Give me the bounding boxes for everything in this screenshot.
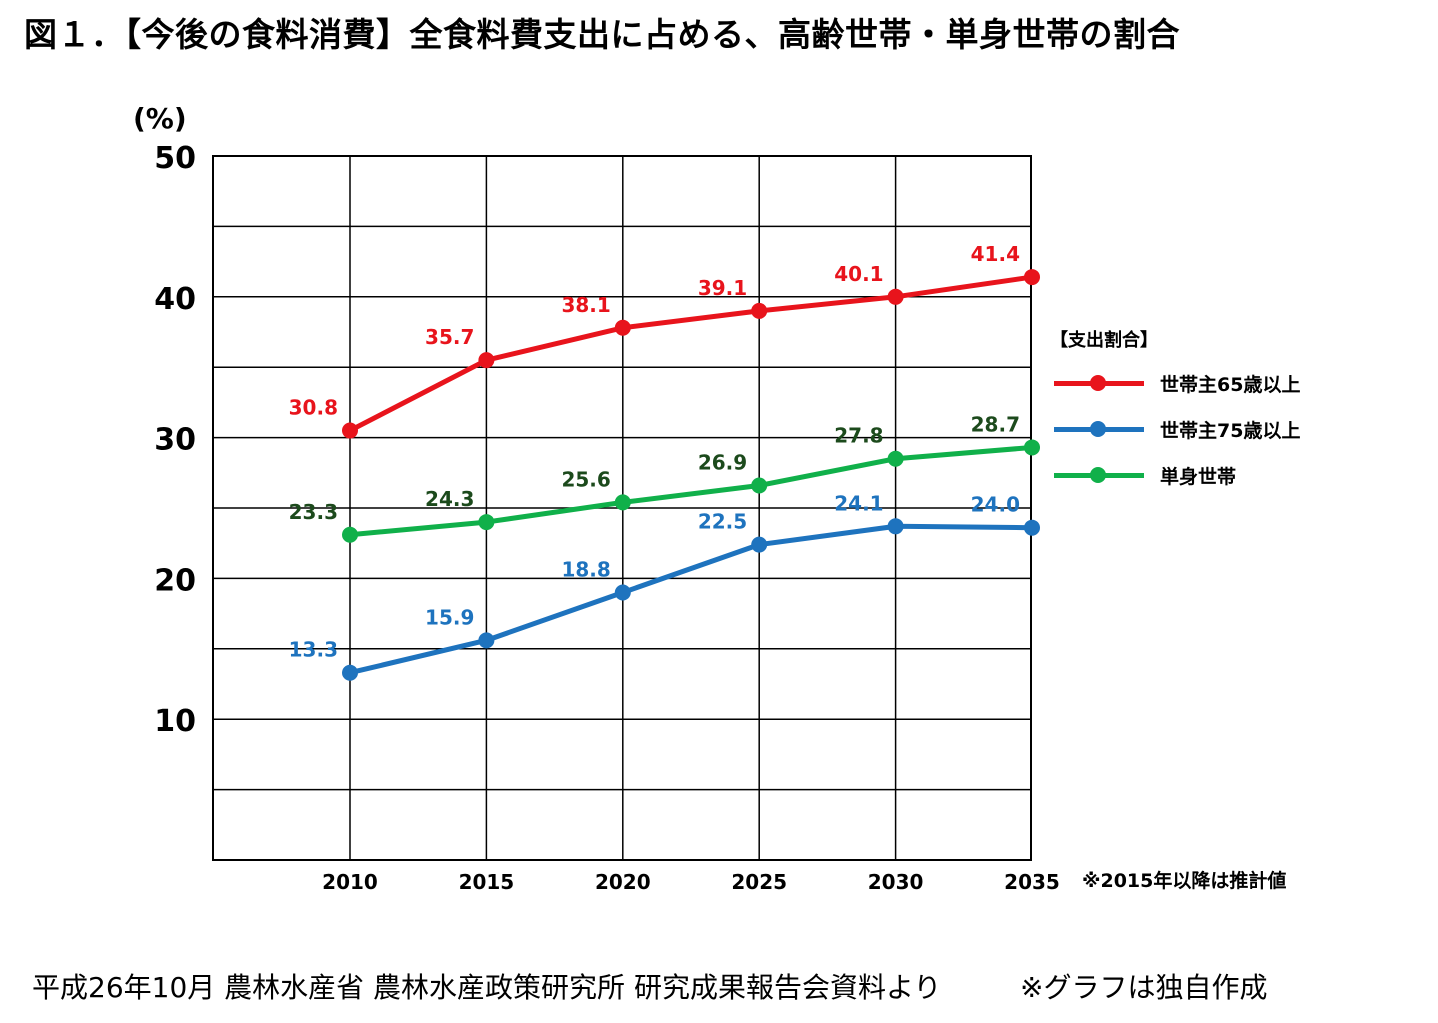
data-label: 38.1	[561, 293, 610, 317]
x-tick-label: 2035	[1004, 870, 1060, 894]
data-label: 35.7	[425, 325, 474, 349]
legend-swatch	[1054, 373, 1144, 393]
legend-swatch	[1054, 465, 1144, 485]
data-point	[1024, 439, 1040, 456]
data-point	[478, 632, 495, 649]
data-point	[887, 518, 904, 535]
series-line	[349, 444, 1033, 538]
legend-item: 単身世帯	[1050, 452, 1300, 498]
data-point	[1024, 519, 1040, 536]
x-tick-label: 2025	[731, 870, 787, 894]
legend-label: 世帯主75歳以上	[1160, 419, 1301, 442]
estimate-note: ※2015年以降は推計値	[1082, 870, 1287, 892]
y-tick-label: 30	[154, 423, 196, 458]
y-tick-label: 10	[154, 704, 196, 739]
chart-series	[342, 269, 1040, 681]
y-axis-unit-label: (%)	[133, 102, 187, 135]
legend-item: 世帯主65歳以上	[1050, 360, 1300, 406]
data-label: 15.9	[425, 605, 474, 629]
data-labels: 30.8 35.7 38.1 39.1 40.1 41.4 13.3 15.9 18.8 22.5…	[289, 242, 1020, 662]
series-line	[348, 274, 1033, 433]
data-label: 18.8	[561, 557, 610, 581]
y-tick-label: 20	[154, 563, 196, 598]
series-line	[349, 523, 1033, 676]
data-label: 40.1	[834, 262, 883, 286]
data-label: 39.1	[698, 276, 747, 300]
data-point	[478, 514, 495, 531]
legend: 【支出割合】 世帯主65歳以上 世帯主75歳以上 単身世帯	[1050, 326, 1300, 498]
legend-swatch	[1054, 419, 1144, 439]
x-tick-label: 2015	[459, 870, 515, 894]
y-tick-label: 40	[154, 282, 196, 317]
data-point	[614, 319, 631, 336]
data-label: 27.8	[834, 424, 883, 448]
data-point	[342, 664, 358, 681]
data-point	[751, 477, 768, 494]
legend-item: 世帯主75歳以上	[1050, 406, 1300, 452]
data-label: 28.7	[971, 412, 1020, 436]
data-point	[887, 450, 904, 467]
data-point	[1024, 269, 1040, 286]
data-label: 30.8	[289, 396, 338, 420]
data-label: 26.9	[698, 450, 747, 474]
source-text: 平成26年10月 農林水産省 農林水産政策研究所 研究成果報告会資料より	[32, 971, 942, 1004]
data-point	[614, 494, 631, 511]
data-point	[342, 422, 358, 439]
data-label: 24.0	[971, 493, 1020, 517]
data-label: 24.3	[425, 487, 474, 511]
data-label: 22.5	[698, 510, 747, 534]
y-axis-ticks: 10 20 30 40 50	[154, 141, 196, 739]
legend-label: 単身世帯	[1160, 465, 1237, 488]
data-point	[887, 288, 904, 305]
data-point	[478, 352, 495, 369]
plot-frame	[212, 155, 1032, 861]
y-tick-label: 50	[154, 141, 196, 176]
data-point	[614, 584, 631, 601]
data-label: 41.4	[971, 242, 1020, 266]
source-note: ※グラフは独自作成	[1020, 971, 1268, 1004]
legend-label: 世帯主65歳以上	[1160, 373, 1301, 396]
data-label: 24.1	[834, 491, 883, 515]
data-point	[751, 302, 768, 319]
x-axis-ticks: 2010 2015 2020 2025 2030 2035	[322, 870, 1060, 894]
x-tick-label: 2020	[595, 870, 651, 894]
data-point	[342, 526, 358, 543]
chart-title: 図１．【今後の食料消費】全食料費支出に占める、高齢世帯・単身世帯の割合	[24, 15, 1180, 54]
data-point	[751, 536, 768, 553]
x-tick-label: 2030	[868, 870, 924, 894]
data-label: 23.3	[289, 500, 338, 524]
data-label: 13.3	[289, 638, 338, 662]
x-tick-label: 2010	[322, 870, 378, 894]
data-label: 25.6	[561, 467, 610, 491]
legend-title: 【支出割合】	[1050, 330, 1158, 351]
